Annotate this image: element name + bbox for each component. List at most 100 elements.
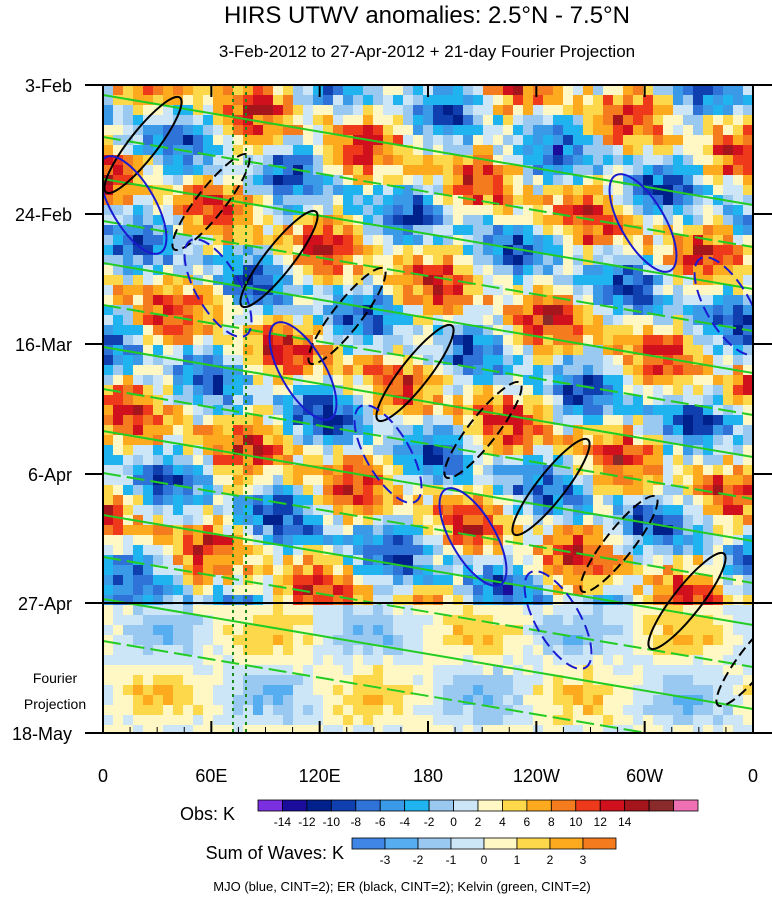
- heat-cell: [713, 205, 723, 215]
- heat-cell: [113, 115, 123, 125]
- heat-cell: [503, 405, 513, 415]
- heat-cell: [353, 505, 363, 515]
- heat-cell: [193, 605, 203, 615]
- heat-cell: [383, 325, 393, 335]
- heat-cell: [113, 505, 123, 515]
- heat-cell: [453, 215, 463, 225]
- heat-cell: [433, 675, 443, 685]
- heat-cell: [463, 685, 473, 695]
- heat-cell: [473, 485, 483, 495]
- heat-cell: [703, 615, 713, 625]
- kelvin-contour: [103, 388, 753, 500]
- heat-cell: [203, 655, 213, 665]
- heat-cell: [613, 165, 623, 175]
- heat-cell: [273, 575, 283, 585]
- heat-cell: [683, 715, 693, 725]
- heat-cell: [333, 285, 343, 295]
- heat-cell: [743, 205, 753, 215]
- heat-cell: [163, 425, 173, 435]
- heat-cell: [143, 605, 153, 615]
- heat-cell: [673, 145, 683, 155]
- heat-cell: [713, 105, 723, 115]
- heat-cell: [443, 95, 453, 105]
- heat-cell: [323, 515, 333, 525]
- heat-cell: [713, 295, 723, 305]
- heat-cell: [323, 615, 333, 625]
- heat-cell: [333, 715, 343, 725]
- heat-cell: [173, 205, 183, 215]
- heat-cell: [693, 325, 703, 335]
- heat-cell: [703, 495, 713, 505]
- heat-cell: [133, 465, 143, 475]
- heat-cell: [233, 95, 243, 105]
- heat-cell: [413, 195, 423, 205]
- heat-cell: [103, 535, 113, 545]
- heat-cell: [123, 475, 133, 485]
- heat-cell: [413, 635, 423, 645]
- heat-cell: [513, 625, 523, 635]
- heat-cell: [123, 165, 133, 175]
- heat-cell: [643, 705, 653, 715]
- heat-cell: [283, 535, 293, 545]
- heat-cell: [273, 325, 283, 335]
- heat-cell: [383, 495, 393, 505]
- heat-cell: [493, 495, 503, 505]
- heat-cell: [393, 435, 403, 445]
- heat-cell: [223, 365, 233, 375]
- heat-cell: [433, 125, 443, 135]
- heat-cell: [613, 185, 623, 195]
- heat-cell: [623, 435, 633, 445]
- heat-cell: [603, 355, 613, 365]
- heat-cell: [403, 95, 413, 105]
- heat-cell: [423, 225, 433, 235]
- heat-cell: [193, 265, 203, 275]
- heat-cell: [643, 265, 653, 275]
- heat-cell: [483, 455, 493, 465]
- heat-cell: [213, 145, 223, 155]
- heat-cell: [533, 405, 543, 415]
- heat-cell: [133, 615, 143, 625]
- heat-cell: [173, 265, 183, 275]
- heat-cell: [113, 515, 123, 525]
- heat-cell: [653, 255, 663, 265]
- heat-cell: [493, 345, 503, 355]
- heat-cell: [613, 565, 623, 575]
- heat-cell: [743, 605, 753, 615]
- heat-cell: [483, 255, 493, 265]
- heat-cell: [653, 315, 663, 325]
- heat-cell: [123, 575, 133, 585]
- heat-cell: [173, 675, 183, 685]
- heat-cell: [443, 495, 453, 505]
- heat-cell: [233, 215, 243, 225]
- heat-cell: [223, 655, 233, 665]
- heat-cell: [213, 85, 223, 95]
- heat-cell: [243, 465, 253, 475]
- heat-cell: [433, 105, 443, 115]
- heat-cell: [323, 705, 333, 715]
- heat-cell: [713, 135, 723, 145]
- heat-cell: [293, 635, 303, 645]
- heat-cell: [633, 205, 643, 215]
- heat-cell: [583, 115, 593, 125]
- heat-cell: [293, 465, 303, 475]
- heat-cell: [413, 245, 423, 255]
- heat-cell: [653, 155, 663, 165]
- heat-cell: [333, 455, 343, 465]
- heat-cell: [543, 535, 553, 545]
- heat-cell: [653, 245, 663, 255]
- heat-cell: [523, 305, 533, 315]
- heat-cell: [123, 275, 133, 285]
- heat-cell: [323, 145, 333, 155]
- heat-cell: [273, 475, 283, 485]
- heat-cell: [263, 695, 273, 705]
- heat-cell: [653, 415, 663, 425]
- heat-cell: [653, 515, 663, 525]
- heat-cell: [363, 375, 373, 385]
- heat-cell: [263, 555, 273, 565]
- heat-cell: [333, 725, 343, 733]
- heat-cell: [323, 225, 333, 235]
- colorbar-swatch: [526, 799, 552, 812]
- heat-cell: [603, 535, 613, 545]
- heat-cell: [433, 645, 443, 655]
- heat-cell: [163, 275, 173, 285]
